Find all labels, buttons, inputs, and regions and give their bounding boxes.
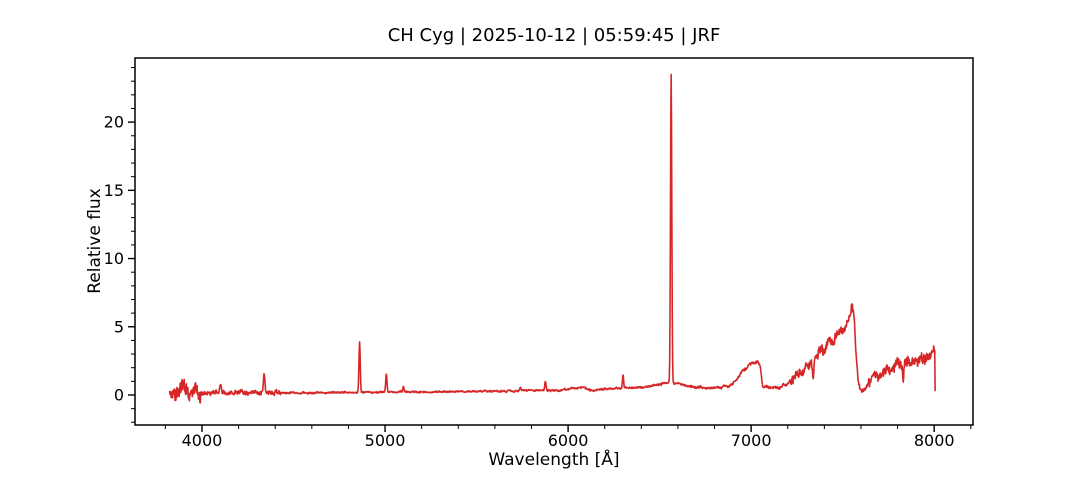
x-tick-label: 5000 (365, 431, 406, 450)
y-tick-label: 15 (104, 181, 124, 200)
spectrum-line (168, 73, 936, 404)
y-tick-label: 0 (114, 385, 124, 404)
x-tick-label: 7000 (731, 431, 772, 450)
x-axis-label: Wavelength [Å] (488, 450, 620, 470)
axes-border (134, 57, 974, 426)
y-axis-label: Relative flux (85, 188, 105, 294)
x-tick-label: 6000 (548, 431, 589, 450)
x-tick-label: 4000 (182, 431, 223, 450)
x-tick-label: 8000 (914, 431, 955, 450)
y-tick-label: 10 (104, 249, 124, 268)
chart-title: CH Cyg | 2025-10-12 | 05:59:45 | JRF (387, 25, 721, 46)
y-tick-label: 20 (104, 113, 124, 132)
y-tick-label: 5 (114, 317, 124, 336)
